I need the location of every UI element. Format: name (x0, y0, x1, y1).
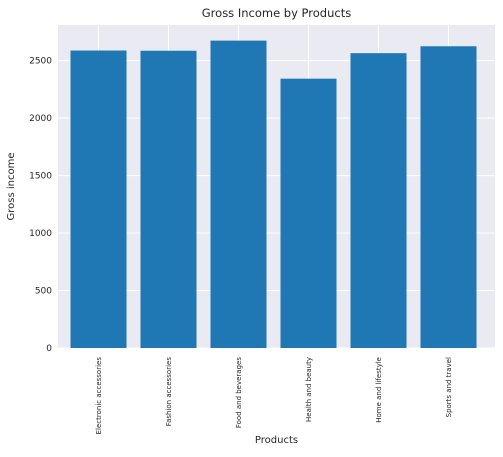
x-axis-label: Products (255, 435, 298, 446)
y-tick-label: 0 (46, 344, 52, 354)
y-axis-ticks: 0 500 1000 1500 2000 2500 (29, 57, 52, 354)
y-tick-label: 1500 (29, 172, 52, 182)
bars (70, 40, 477, 349)
chart-title: Gross Income by Products (202, 6, 351, 20)
y-tick-label: 2000 (29, 114, 52, 124)
bar-6 (420, 46, 477, 348)
x-tick-label: Sports and travel (445, 357, 453, 417)
bar-5 (350, 53, 407, 348)
x-tick-label: Fashion accessories (165, 357, 173, 427)
x-tick-label: Electronic accessories (95, 357, 103, 435)
x-tick-label: Home and lifestyle (375, 357, 383, 423)
bar-4 (280, 78, 337, 349)
bar-2 (140, 50, 197, 348)
x-tick-label: Food and beverages (235, 357, 243, 429)
y-axis-label: Gross income (6, 153, 17, 221)
bar-3 (210, 40, 267, 348)
y-tick-label: 2500 (29, 57, 52, 67)
y-tick-label: 500 (35, 287, 52, 297)
x-tick-label: Health and beauty (305, 357, 313, 422)
x-axis-ticks: Electronic accessories Fashion accessorie… (95, 357, 453, 435)
y-tick-label: 1000 (29, 229, 52, 239)
bar-1 (70, 50, 127, 348)
